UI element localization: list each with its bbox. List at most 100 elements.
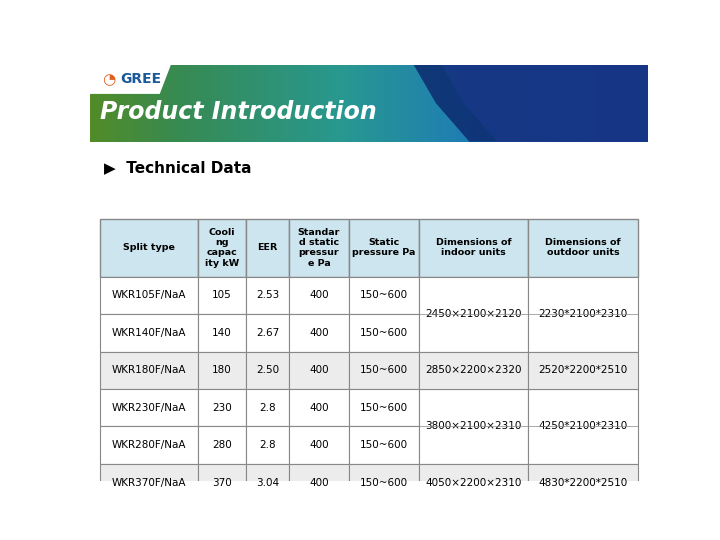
Bar	[272, 65, 275, 141]
Bar	[148, 65, 150, 141]
Bar	[230, 65, 233, 141]
Bar	[125, 65, 128, 141]
Bar	[492, 65, 495, 141]
Text: 2230*2100*2310: 2230*2100*2310	[539, 309, 628, 319]
Bar	[479, 65, 482, 141]
Bar	[100, 427, 198, 464]
Bar	[361, 65, 364, 141]
Text: ◔: ◔	[102, 72, 115, 87]
Bar	[528, 352, 638, 389]
Bar	[594, 65, 597, 141]
Bar	[419, 276, 528, 352]
Bar	[386, 65, 389, 141]
Bar	[611, 65, 613, 141]
Bar	[205, 65, 208, 141]
Bar	[528, 219, 638, 276]
Bar	[132, 65, 136, 141]
Bar	[244, 65, 248, 141]
Bar	[233, 65, 236, 141]
Bar	[218, 65, 221, 141]
Bar	[347, 65, 350, 141]
Bar	[499, 65, 502, 141]
Bar	[352, 65, 355, 141]
Bar	[172, 65, 175, 141]
Text: 400: 400	[309, 365, 329, 375]
Bar	[575, 65, 578, 141]
Text: 2.50: 2.50	[256, 365, 279, 375]
Bar	[449, 65, 452, 141]
Bar	[265, 65, 268, 141]
Text: 4250*2100*2310: 4250*2100*2310	[539, 421, 628, 431]
Polygon shape	[441, 65, 648, 141]
Bar	[400, 65, 404, 141]
Bar	[469, 65, 472, 141]
Text: WKR140F/NaA: WKR140F/NaA	[112, 328, 186, 338]
Bar	[613, 65, 616, 141]
Bar	[606, 65, 608, 141]
Bar	[243, 65, 246, 141]
Text: 4830*2200*2510: 4830*2200*2510	[539, 478, 628, 488]
Bar	[427, 65, 430, 141]
Bar	[419, 464, 528, 502]
Text: WKR180F/NaA: WKR180F/NaA	[112, 365, 186, 375]
Bar	[105, 65, 108, 141]
Text: 2.67: 2.67	[256, 328, 279, 338]
Bar	[444, 65, 446, 141]
Bar	[297, 65, 300, 141]
Bar	[628, 65, 631, 141]
Bar	[313, 65, 316, 141]
Bar	[137, 65, 140, 141]
Bar	[176, 65, 179, 141]
Bar	[552, 65, 554, 141]
Bar	[607, 65, 610, 141]
Bar	[501, 65, 504, 141]
Bar	[183, 65, 186, 141]
Bar	[131, 65, 134, 141]
Bar	[434, 65, 437, 141]
Bar	[282, 65, 284, 141]
Bar	[364, 65, 366, 141]
Bar	[440, 65, 443, 141]
Bar	[289, 352, 349, 389]
Bar	[380, 65, 383, 141]
Bar	[482, 65, 485, 141]
Bar	[374, 65, 377, 141]
Bar	[447, 65, 450, 141]
Bar	[114, 65, 117, 141]
Text: 4050×2200×2310: 4050×2200×2310	[426, 478, 522, 488]
Bar	[419, 352, 528, 389]
Bar	[240, 65, 243, 141]
Bar	[423, 65, 426, 141]
Bar	[181, 65, 184, 141]
Bar	[459, 65, 462, 141]
Bar	[601, 65, 605, 141]
Bar	[629, 65, 632, 141]
Text: 150~600: 150~600	[360, 478, 408, 488]
Bar	[164, 65, 167, 141]
Bar	[224, 65, 227, 141]
Bar	[339, 65, 342, 141]
Bar	[377, 65, 379, 141]
Bar	[546, 65, 549, 141]
Bar	[161, 65, 163, 141]
Bar	[250, 65, 253, 141]
Bar	[302, 65, 305, 141]
Bar	[226, 65, 229, 141]
Bar	[190, 65, 194, 141]
Bar	[144, 65, 147, 141]
Bar	[120, 65, 122, 141]
Text: WKR230F/NaA: WKR230F/NaA	[112, 403, 186, 413]
Bar	[311, 65, 315, 141]
Text: 150~600: 150~600	[360, 403, 408, 413]
Bar	[100, 314, 198, 352]
Bar	[598, 65, 600, 141]
Bar	[356, 65, 359, 141]
Bar	[378, 65, 382, 141]
Bar	[418, 65, 420, 141]
Bar	[626, 65, 629, 141]
Bar	[609, 65, 612, 141]
Bar	[572, 65, 575, 141]
Bar	[526, 65, 528, 141]
Bar	[349, 276, 419, 314]
Bar	[419, 219, 528, 276]
